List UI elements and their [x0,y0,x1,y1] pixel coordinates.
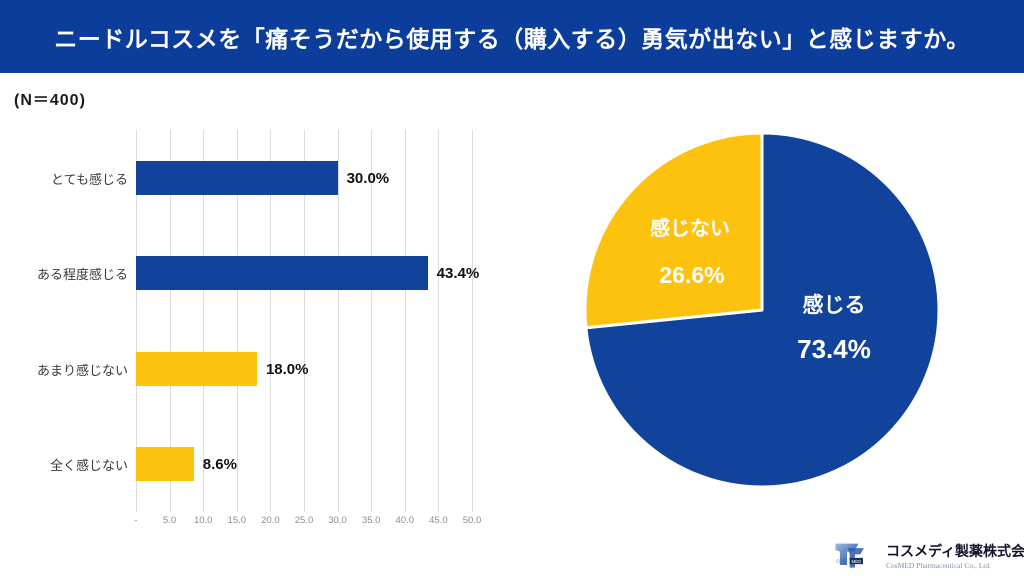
x-axis-tick-label: 25.0 [294,515,314,526]
pie-slice-label: 感じる [803,293,866,317]
cosmed-logo-icon: COS MED [835,543,864,568]
sample-size-label: (N＝400) [14,92,86,109]
x-axis-tick-label: 15.0 [227,515,247,526]
x-axis-tick-label: 40.0 [395,515,415,526]
x-axis-tick-label: 30.0 [328,515,347,526]
title-bar: ニードルコスメを「痛そうだから使用する（購入する）勇気が出ない」と感じますか。 [0,0,1024,73]
bar-value-label: 43.4% [436,264,480,282]
category-label: あまり感じない [36,362,128,378]
grid-line [203,130,205,512]
bar-chart: - 5.0 10.0 15.0 20.0 25.0 30.0 35.0 40.0 45.0 50.0… [14,125,519,545]
page-title: ニードルコスメを「痛そうだから使用する（購入する）勇気が出ない」と感じますか。 [54,25,970,52]
bar [136,161,338,195]
grid-line [472,130,473,512]
pie-slice-label: 感じない [650,216,730,240]
x-axis-tick-label: 5.0 [162,515,177,526]
x-axis-tick-label: 35.0 [361,515,381,526]
grid-line [304,130,305,512]
pie-slice [583,131,764,330]
company-name-block: コスメディ製薬株式会社 CosMED Pharmaceutical Co., L… [886,545,1024,570]
company-logo: COS MED コスメディ製薬株式会社 CosMED Pharmaceutica… [828,540,1024,574]
x-axis-tick-label: 45.0 [429,515,448,526]
category-label: ある程度感じる [36,266,128,282]
pie-chart: 感じる 73.4% 感じない 26.6% [572,120,952,500]
pie-slice-value: 26.6% [659,262,724,288]
company-name-en: CosMED Pharmaceutical Co., Ltd. [886,560,991,570]
x-axis-tick-label: 50.0 [462,515,482,526]
grid-line [169,130,171,512]
grid-line [404,130,406,512]
svg-text:COS: COS [836,558,846,563]
x-axis-tick-label: 20.0 [261,515,280,526]
bar [136,447,194,481]
bar-value-label: 30.0% [346,169,390,187]
x-axis-tick-label: - [134,515,138,526]
grid-line [371,130,373,512]
bar [136,256,428,290]
grid-line [136,130,137,512]
category-label: 全く感じない [49,457,128,473]
category-label: とても感じる [51,171,128,187]
grid-line [337,130,339,512]
grid-line [270,130,272,512]
company-name: コスメディ製薬株式会社 [886,544,1024,560]
x-axis-tick-label: 10.0 [193,515,213,526]
pie-slice-value: 73.4% [797,334,871,364]
svg-text:MED: MED [851,559,861,564]
grid-line [438,130,440,512]
bar [136,352,257,386]
bar-value-label: 8.6% [202,455,237,473]
grid-line [236,130,238,512]
bar-value-label: 18.0% [265,360,309,378]
pie-svg: 感じる 73.4% 感じない 26.6% [583,131,941,489]
